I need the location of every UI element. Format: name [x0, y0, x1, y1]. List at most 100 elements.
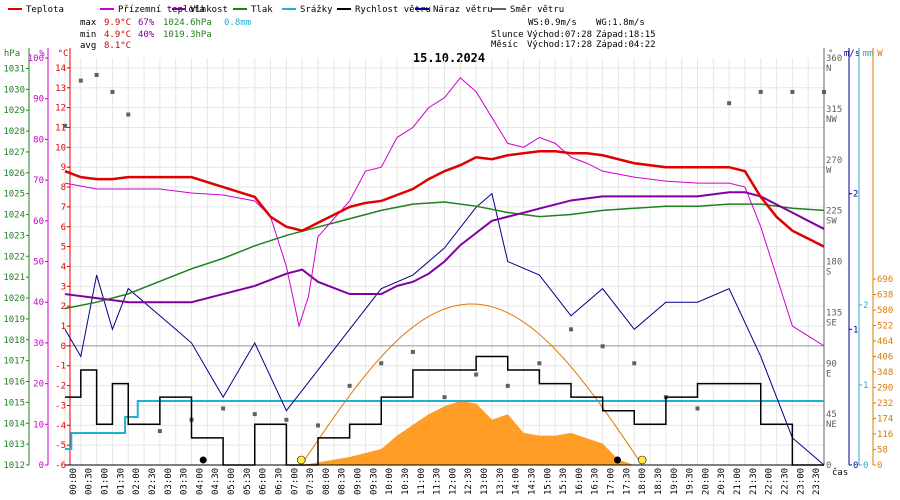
humidity-tick-label: 80	[33, 135, 44, 145]
time-tick-label: 19:30	[686, 468, 696, 495]
sunset-time: Západ:18:15	[596, 30, 656, 40]
time-tick-label: 20:00	[701, 468, 711, 495]
humidity-tick-label: 90	[33, 95, 44, 105]
wind-direction-point	[316, 423, 320, 428]
direction-tick-label: 180	[826, 258, 842, 268]
rain-tick-label: 2	[863, 301, 868, 311]
humidity-line	[64, 191, 825, 304]
direction-tick-label: 360	[826, 54, 842, 64]
stats-value: 9.9°C	[104, 18, 131, 28]
wind-direction-point	[758, 89, 763, 94]
rain-tick-label: 0	[863, 461, 868, 471]
wind-tick-label: 1	[853, 325, 858, 335]
stats-label: max	[80, 18, 97, 28]
time-tick-label: 04:00	[195, 468, 205, 495]
time-tick-label: 08:30	[338, 468, 348, 495]
humidity-tick-label: 50	[33, 258, 44, 268]
sunset-marker	[637, 455, 647, 465]
wind-direction-point	[537, 361, 542, 366]
wind-direction-point	[221, 406, 226, 411]
rain-tick-label: 1	[863, 381, 868, 391]
time-tick-label: 04:30	[211, 468, 221, 495]
time-tick-label: 18:00	[638, 468, 648, 495]
humidity-tick-label: 10	[33, 420, 44, 430]
direction-tick-label: 135	[826, 308, 842, 318]
stats-value: 4.9°C	[104, 30, 131, 40]
direction-tick-label: 45	[826, 410, 837, 420]
temperature-tick-label: 9	[61, 163, 66, 173]
sun-label: Slunce	[491, 30, 524, 40]
stats-label: min	[80, 30, 96, 40]
pressure-tick-label: 1027	[3, 148, 25, 158]
moonrise-time: Východ:17:28	[527, 40, 592, 50]
wind-direction-point	[474, 372, 479, 377]
time-tick-label: 02:00	[132, 468, 142, 495]
wind-direction-point	[790, 89, 795, 94]
solar-tick-label: 638	[877, 291, 893, 301]
wind-direction-point	[347, 383, 352, 388]
stats-value: 1024.6hPa	[163, 18, 212, 28]
legend-label: Srážky	[300, 5, 333, 15]
temperature-axis-unit: °C	[58, 49, 69, 59]
wind-direction-point	[252, 412, 257, 417]
temperature-tick-label: 8	[61, 183, 66, 193]
solar-tick-label: 290	[877, 384, 893, 394]
time-tick-label: 09:30	[369, 468, 379, 495]
temperature-tick-label: 4	[61, 262, 66, 272]
legend-label: Přízemní teplota	[118, 5, 205, 15]
wind-gust-summary: WG:1.8m/s	[596, 18, 645, 28]
moonrise-marker	[613, 456, 621, 464]
time-tick-label: 01:00	[101, 468, 111, 495]
time-tick-label: 19:00	[670, 468, 680, 495]
time-tick-label: 23:30	[812, 468, 822, 495]
moonset-marker	[199, 456, 207, 464]
wind-axis-unit: m/s	[844, 49, 860, 59]
time-tick-label: 15:00	[543, 468, 553, 495]
time-tick-label: 03:30	[180, 468, 190, 495]
temperature-line	[64, 150, 825, 248]
solar-tick-label: 406	[877, 353, 893, 363]
temperature-tick-label: 6	[61, 223, 66, 233]
temperature-tick-label: -6	[55, 461, 66, 471]
pressure-tick-label: 1029	[3, 106, 25, 116]
solar-radiation-area	[302, 400, 635, 465]
direction-tick-label: SE	[826, 318, 837, 328]
direction-tick-label: 270	[826, 156, 842, 166]
pressure-tick-label: 1026	[3, 169, 25, 179]
time-tick-label: 17:30	[622, 468, 632, 495]
wind-direction-point	[822, 89, 826, 94]
temperature-tick-label: 3	[61, 282, 66, 292]
pressure-tick-label: 1013	[3, 440, 25, 450]
wind-direction-point	[126, 112, 131, 117]
humidity-tick-label: 30	[33, 339, 44, 349]
time-tick-label: 14:30	[527, 468, 537, 495]
direction-axis-unit: °	[828, 49, 833, 59]
time-axis-unit: čas	[832, 467, 848, 478]
time-tick-label: 17:00	[607, 468, 617, 495]
sunrise-time: Východ:07:28	[527, 30, 592, 40]
humidity-tick-label: 60	[33, 217, 44, 227]
pressure-tick-label: 1024	[3, 211, 25, 221]
temperature-tick-label: -4	[55, 421, 66, 431]
solar-tick-label: 116	[877, 430, 893, 440]
time-axis: 00:00 00:30 01:00 01:30 02:00 02:30 03:00 03:30…	[65, 464, 824, 495]
pressure-tick-label: 1019	[3, 315, 25, 325]
solar-tick-label: 348	[877, 368, 893, 378]
time-tick-label: 11:00	[417, 468, 427, 495]
wind-speed-summary: WS:0.9m/s	[528, 18, 577, 28]
wind-direction-point	[379, 361, 384, 366]
time-tick-label: 00:30	[85, 468, 95, 495]
pressure-tick-label: 1028	[3, 127, 25, 137]
time-tick-label: 14:00	[512, 468, 522, 495]
wind-direction-point	[110, 89, 115, 94]
temperature-tick-label: 7	[61, 203, 66, 213]
temperature-tick-label: 10	[55, 143, 66, 153]
legend-label: Náraz větru	[433, 5, 493, 15]
time-tick-label: 16:00	[575, 468, 585, 495]
temperature-tick-label: 0	[61, 342, 66, 352]
temperature-tick-label: 2	[61, 302, 66, 312]
pressure-line	[64, 201, 825, 310]
pressure-tick-label: 1016	[3, 378, 25, 388]
